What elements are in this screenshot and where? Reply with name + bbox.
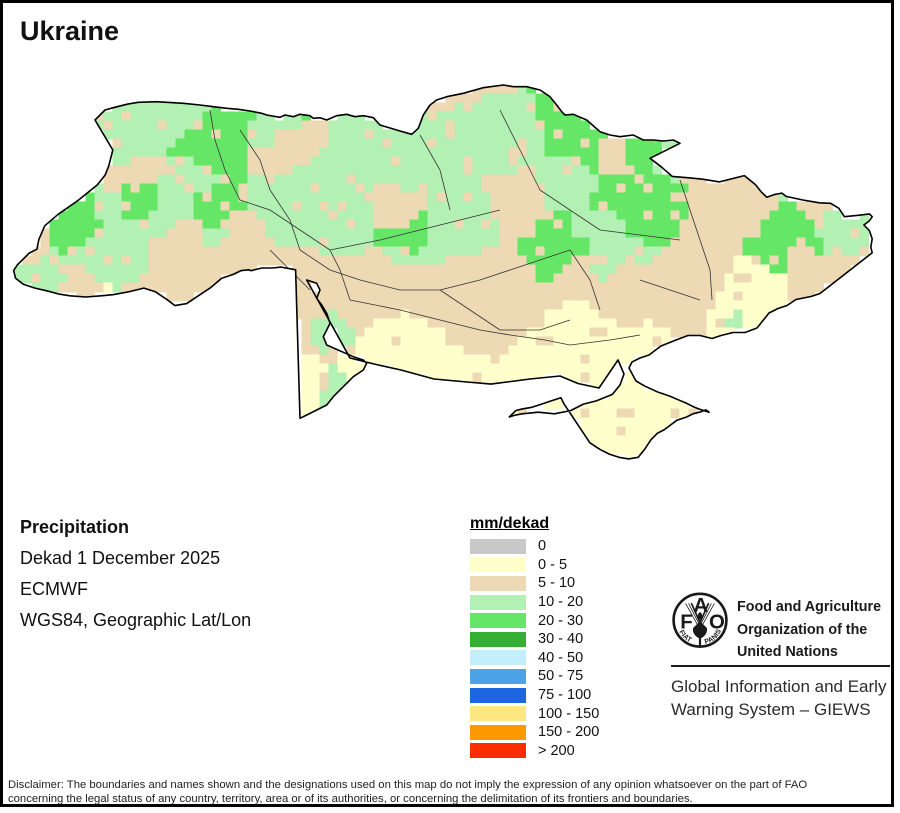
svg-text:A: A: [693, 595, 708, 617]
